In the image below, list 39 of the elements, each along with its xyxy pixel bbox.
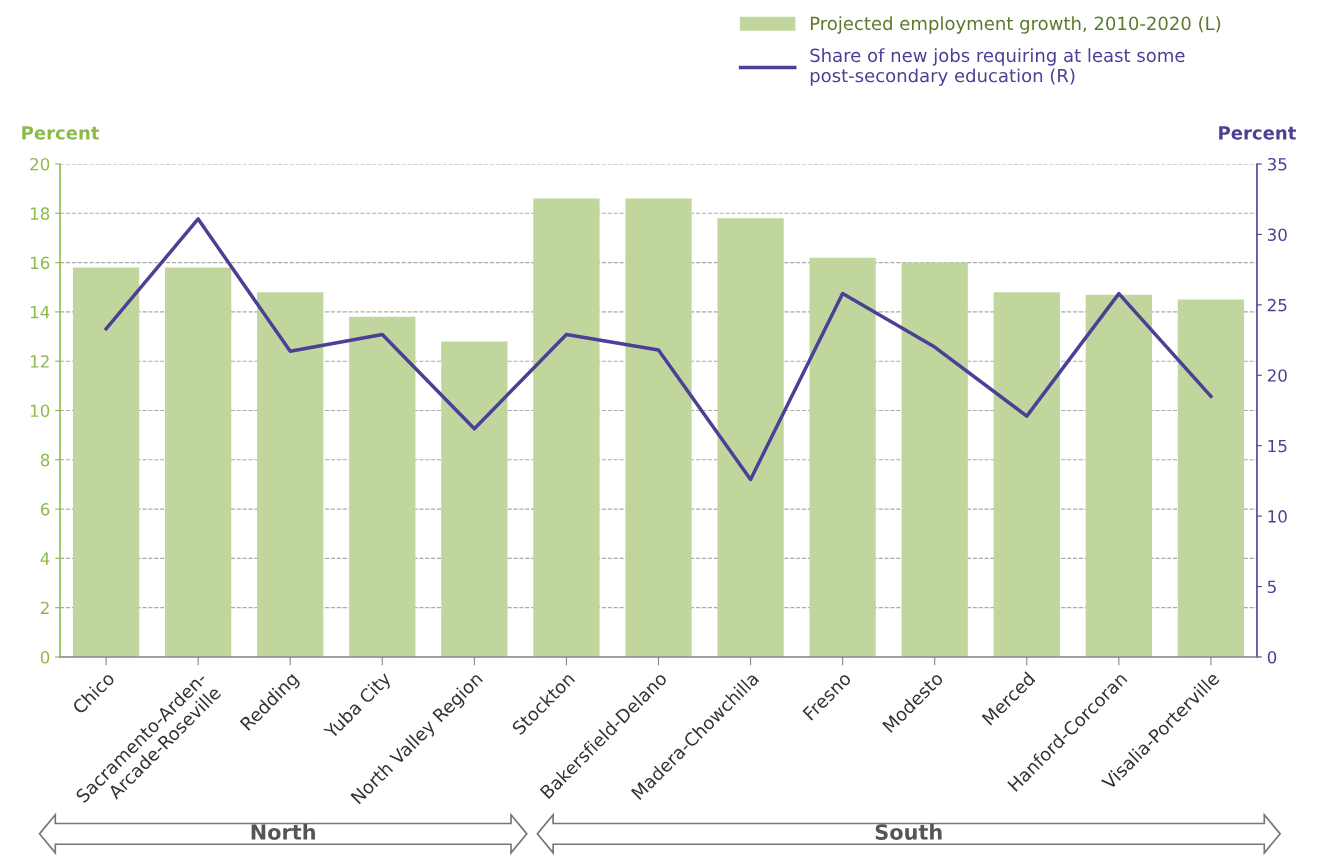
bar [1177,299,1245,657]
y-tick-label: 12 [30,355,49,368]
y-tick-label: 16 [30,256,50,270]
bar [72,267,140,657]
y2-tick-label: 15 [1268,439,1287,453]
y2-tick-label: 30 [1267,228,1287,241]
y2-tick-label: 35 [1267,157,1287,171]
y-tick-label: 18 [30,207,50,220]
text: North [251,823,315,840]
bar [717,218,784,657]
bar [901,262,968,657]
text: South [875,823,942,840]
line-series [104,217,1213,482]
y2-tick-label: 0 [1267,650,1277,664]
legend-label: Share of new jobs requiring at least some post-secondary education (R) [810,48,1185,86]
y-tick-label: 8 [40,453,50,467]
bar [625,198,692,657]
bar [809,257,876,657]
y2-axis-title: Percent [1219,126,1296,140]
y-tick-label: 0 [40,650,50,664]
bar [165,267,232,657]
y2-tick-label: 5 [1267,580,1276,594]
bar [1085,294,1152,657]
bar [993,292,1060,657]
y2-tick-label: 20 [1267,369,1287,382]
y-axis-title: Percent [22,126,100,140]
y-tick-label: 4 [40,552,50,565]
y-tick-label: 2 [40,601,49,614]
bar [441,341,508,657]
bar [257,292,324,657]
y2-tick-label: 25 [1267,298,1287,312]
bar [349,316,416,657]
y-tick-label: 10 [30,404,50,418]
y2-tick-label: 10 [1268,510,1287,523]
y-tick-label: 20 [30,157,50,171]
legend-label: Projected employment growth, 2010-2020 (L) [810,16,1221,34]
bar [533,198,600,657]
y-tick-label: 14 [30,306,50,319]
y-tick-label: 6 [40,503,50,516]
